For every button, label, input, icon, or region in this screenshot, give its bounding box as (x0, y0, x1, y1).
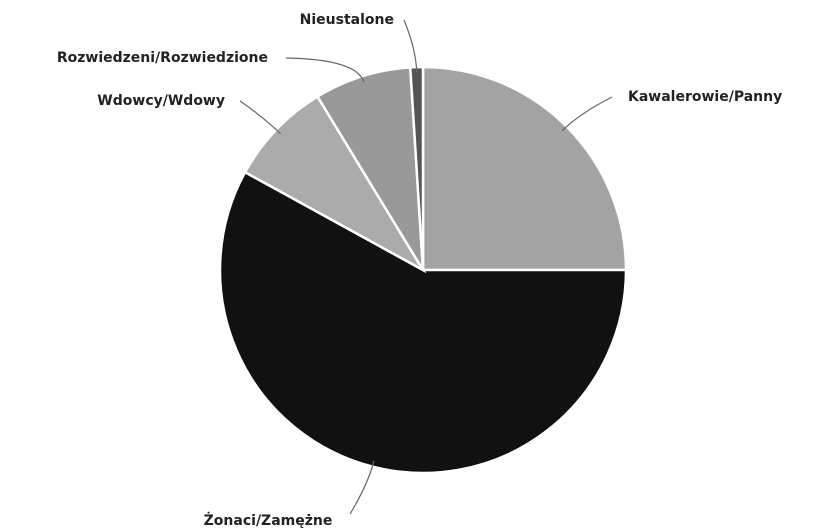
pie-slice (315, 66, 425, 271)
pie-slice (421, 65, 628, 272)
slice-label: Rozwiedzeni/Rozwiedzione (57, 50, 268, 66)
leader-line (403, 19, 418, 74)
leader-line (349, 460, 375, 515)
slice-label: Kawalerowie/Panny (628, 89, 782, 105)
slice-label: Nieustalone (300, 12, 394, 28)
slice-label: Wdowcy/Wdowy (97, 93, 225, 109)
slice-label: Żonaci/Zamężne (204, 512, 333, 529)
leader-line (239, 100, 282, 135)
leader-line (561, 96, 613, 132)
leader-line (285, 57, 365, 83)
